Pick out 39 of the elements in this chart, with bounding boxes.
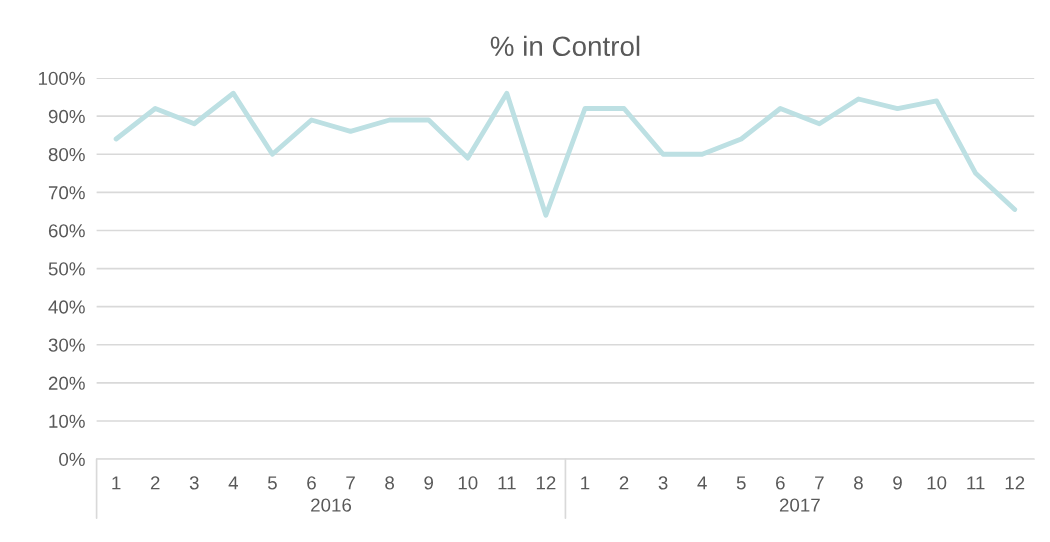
x-tick-label: 1 [581, 476, 590, 490]
x-tick-label: 9 [424, 476, 434, 490]
x-tick-label: 2 [619, 476, 629, 490]
y-tick-label: 0% [59, 452, 85, 467]
text: 2016 [311, 498, 352, 512]
x-tick-label: 6 [776, 476, 785, 490]
x-tick-label: 3 [658, 476, 668, 490]
x-tick-label: 11 [498, 476, 516, 490]
y-tick-label: 60% [48, 224, 85, 238]
x-tick-label: 12 [536, 476, 556, 490]
y-tick-label: 40% [48, 300, 85, 314]
y-tick-label: 10% [49, 414, 85, 428]
x-tick-label: 3 [189, 476, 199, 490]
line-series [113, 90, 1018, 218]
y-tick-label: 20% [48, 376, 85, 390]
y-tick-label: 100% [38, 71, 85, 86]
chart-title: % in Control [490, 35, 640, 57]
x-tick-label: 6 [307, 476, 316, 490]
x-tick-label: 4 [697, 476, 707, 490]
x-tick-label: 11 [967, 476, 985, 490]
x-tick-label: 10 [458, 476, 478, 490]
y-tick-label: 50% [48, 262, 85, 276]
text: 2017 [779, 498, 820, 512]
x-tick-label: 9 [893, 476, 902, 490]
x-tick-label: 1 [112, 476, 121, 490]
x-tick-label: 5 [267, 476, 277, 490]
x-tick-label: 2 [150, 476, 160, 490]
y-tick-label: 70% [48, 186, 85, 200]
x-tick-label: 8 [385, 476, 395, 490]
x-tick-label: 7 [815, 476, 824, 490]
x-tick-label: 7 [346, 476, 355, 490]
y-tick-label: 90% [48, 109, 85, 124]
x-tick-label: 10 [927, 476, 947, 490]
x-tick-label: 4 [228, 476, 239, 490]
x-tick-label: 8 [854, 476, 863, 490]
x-tick-label: 5 [736, 476, 746, 490]
x-tick-label: 12 [1005, 476, 1025, 490]
y-tick-label: 80% [48, 147, 85, 162]
y-tick-label: 30% [48, 338, 85, 352]
